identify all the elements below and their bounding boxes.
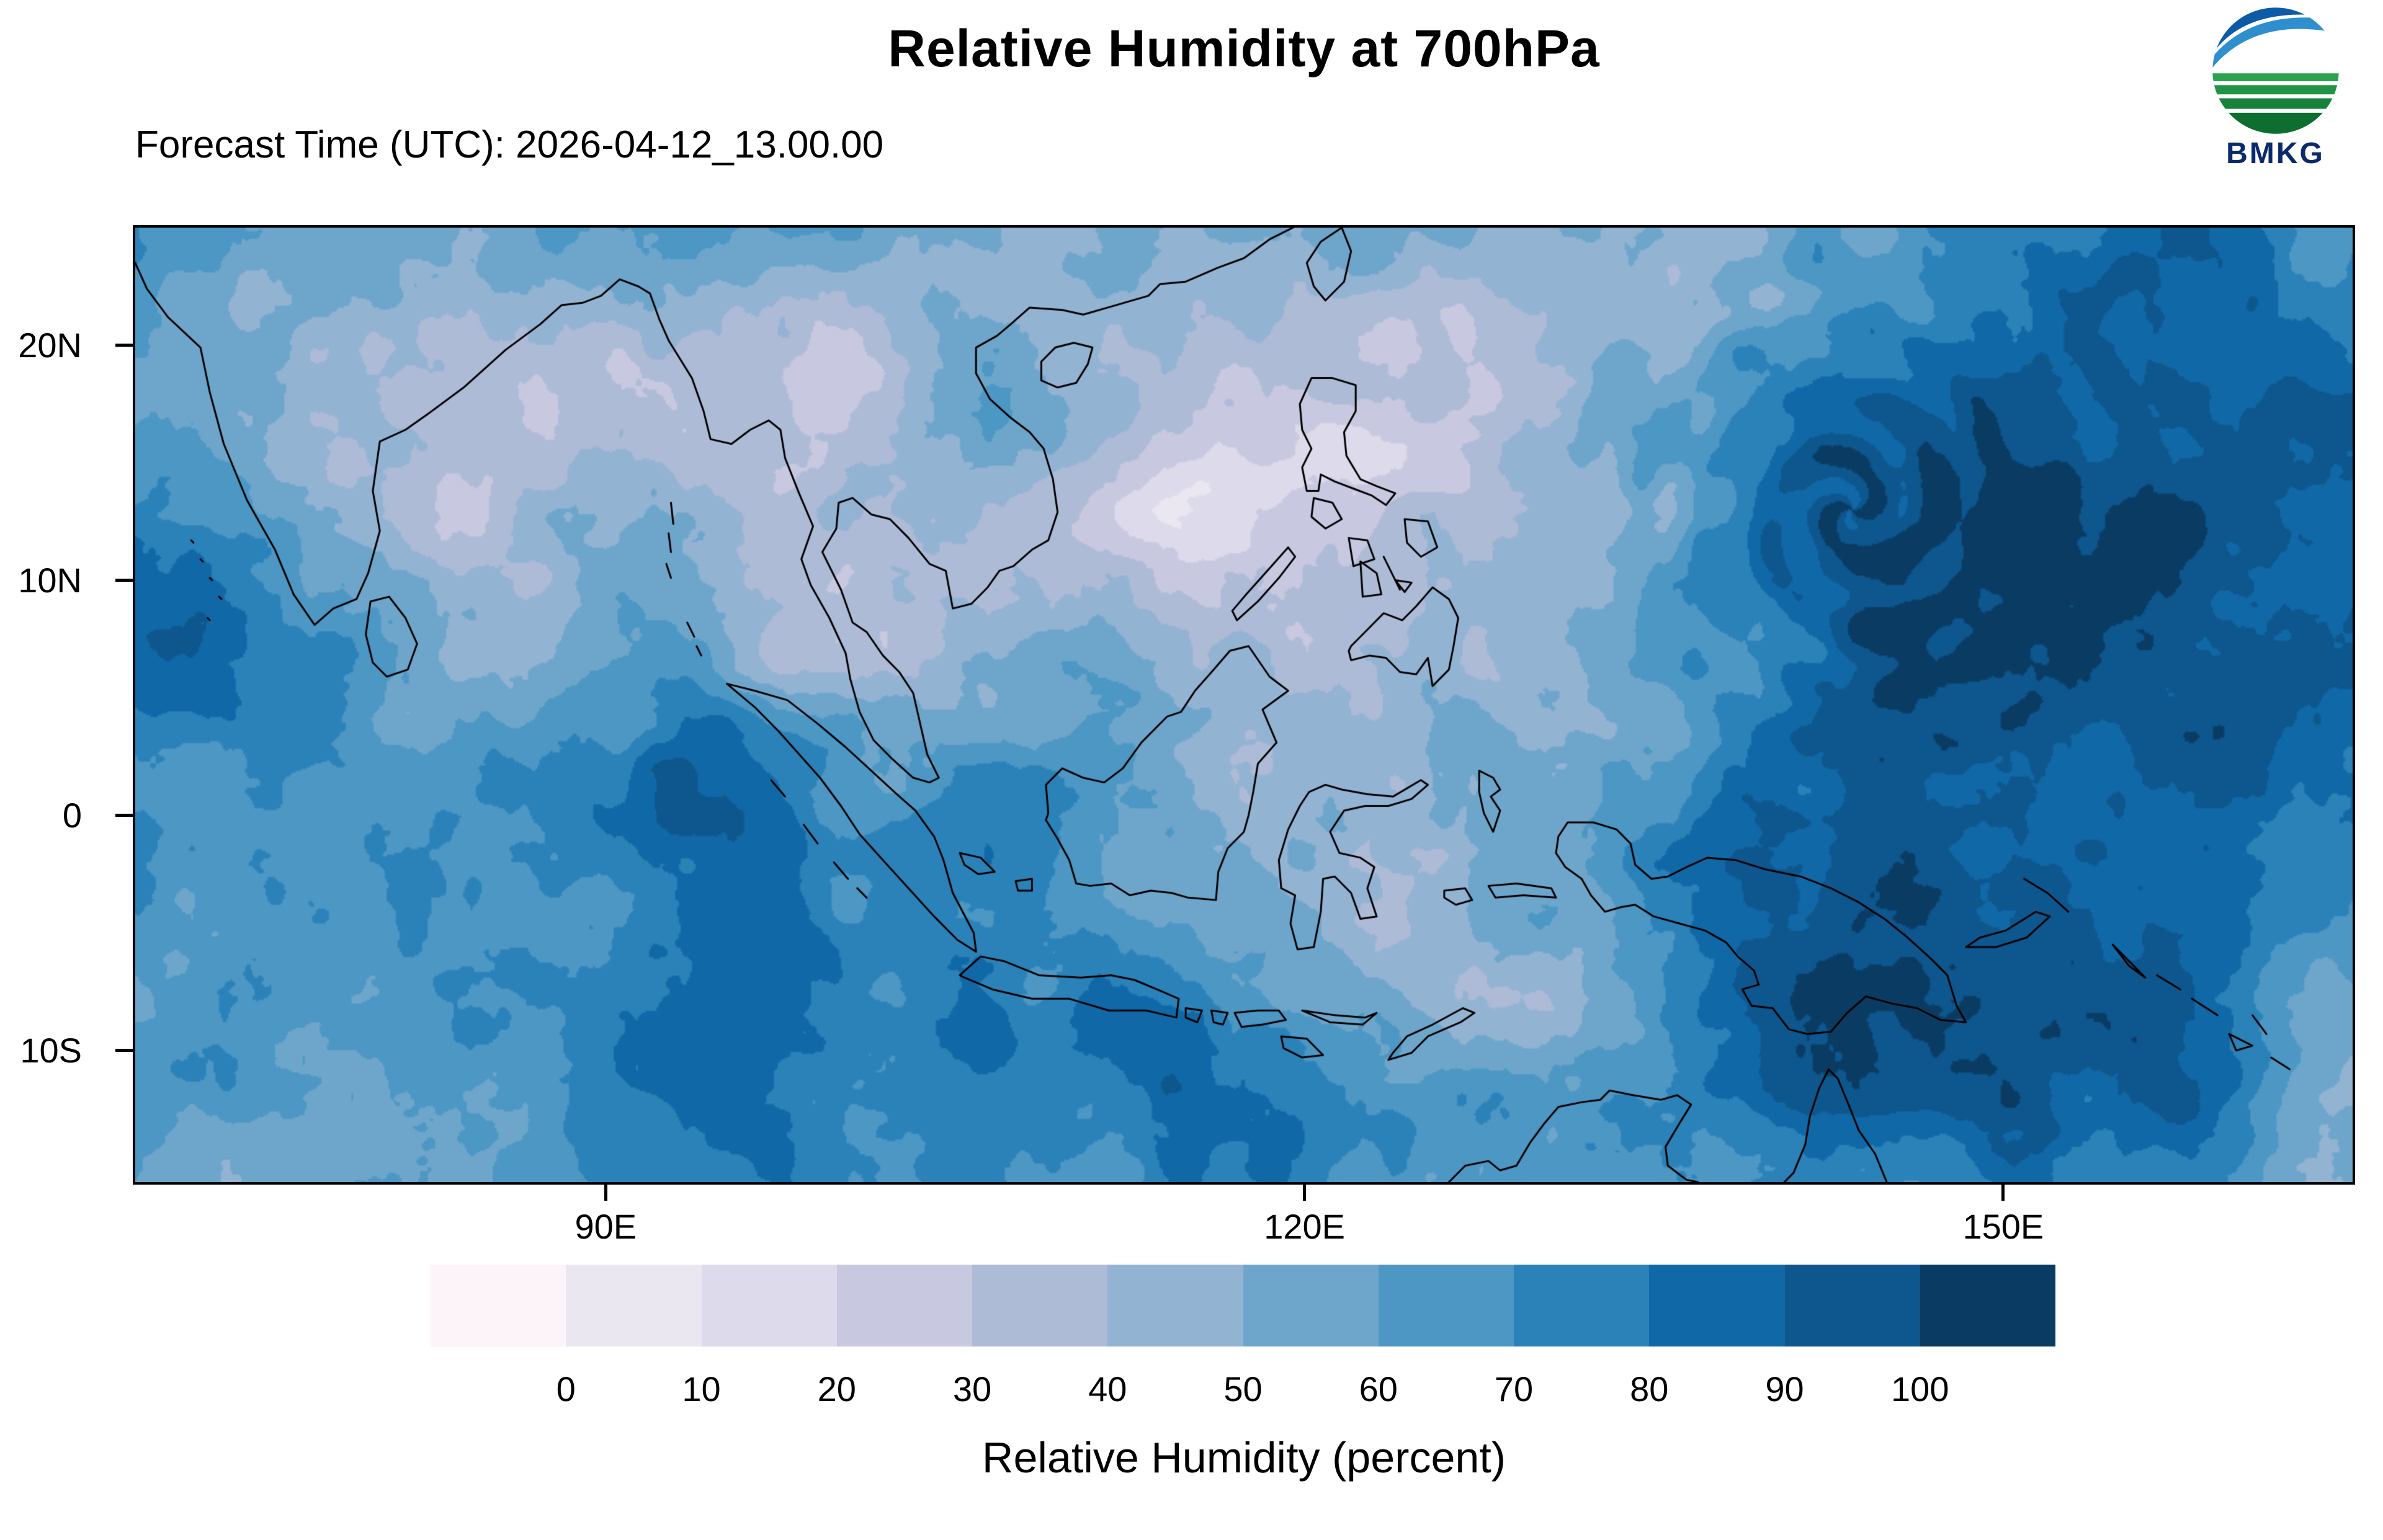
colorbar-tick-label: 100 <box>1891 1369 1949 1409</box>
colorbar-tick-label: 0 <box>556 1369 576 1409</box>
colorbar-cell <box>1784 1265 1920 1346</box>
colorbar-caption: Relative Humidity (percent) <box>981 1433 1506 1482</box>
lon-tick <box>604 1185 607 1201</box>
lon-tick <box>1303 1185 1307 1201</box>
colorbar-cell <box>701 1265 837 1346</box>
lon-tick <box>2001 1185 2005 1201</box>
colorbar-cell <box>1107 1265 1243 1346</box>
coastlines-canvas <box>135 228 2353 1182</box>
map-plot <box>133 225 2355 1185</box>
lon-tick-label: 120E <box>1264 1207 1345 1246</box>
colorbar-tick-label: 70 <box>1494 1369 1534 1409</box>
colorbar-cell <box>566 1265 702 1346</box>
colorbar-tick-label: 50 <box>1223 1369 1263 1409</box>
lat-tick-label: 0 <box>62 795 82 835</box>
colorbar-tick-label: 90 <box>1765 1369 1804 1409</box>
colorbar-cell <box>1514 1265 1650 1346</box>
lat-tick-label: 20N <box>18 325 82 365</box>
bmkg-logo: BMKG <box>2199 5 2351 171</box>
colorbar-tick-label: 20 <box>817 1369 856 1409</box>
colorbar <box>431 1265 2055 1346</box>
colorbar-tick-label: 10 <box>682 1369 721 1409</box>
colorbar-tick-label: 40 <box>1088 1369 1127 1409</box>
colorbar-cell <box>972 1265 1108 1346</box>
colorbar-cell <box>1378 1265 1514 1346</box>
colorbar-cell <box>431 1265 566 1346</box>
colorbar-tick-label: 80 <box>1630 1369 1669 1409</box>
lat-tick <box>115 344 133 347</box>
bmkg-globe-icon <box>2212 7 2339 134</box>
lon-tick-label: 90E <box>575 1207 637 1246</box>
colorbar-tick-label: 30 <box>952 1369 992 1409</box>
lat-tick <box>115 814 133 817</box>
colorbar-tick-label: 60 <box>1359 1369 1398 1409</box>
colorbar-cell <box>836 1265 972 1346</box>
colorbar-cell <box>1243 1265 1379 1346</box>
chart-title: Relative Humidity at 700hPa <box>888 19 1600 78</box>
forecast-time-label: Forecast Time (UTC): 2026-04-12_13.00.00 <box>135 123 884 166</box>
lon-tick-label: 150E <box>1962 1207 2044 1246</box>
colorbar-cell <box>1649 1265 1785 1346</box>
bmkg-logo-text: BMKG <box>2226 137 2325 170</box>
lat-tick-label: 10N <box>18 560 82 600</box>
lat-tick <box>115 579 133 582</box>
colorbar-cell <box>1920 1265 2055 1346</box>
lat-tick <box>115 1049 133 1053</box>
lat-tick-label: 10S <box>20 1030 82 1070</box>
